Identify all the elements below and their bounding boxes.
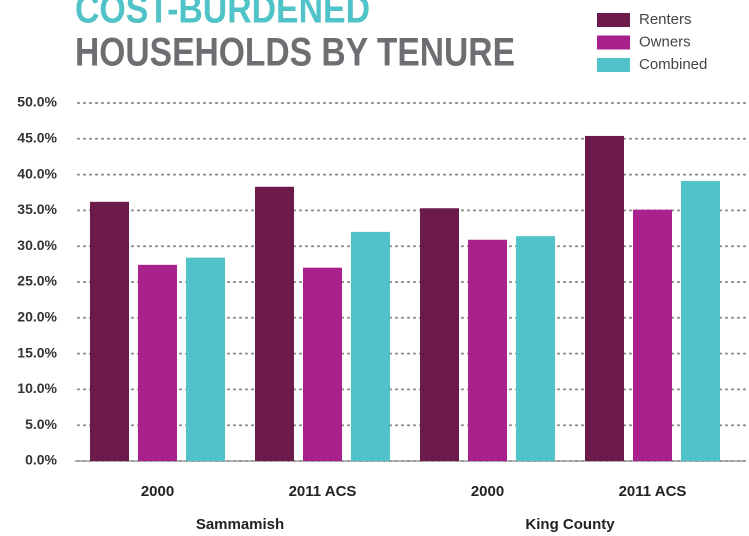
x-tick-label: 2000 xyxy=(471,483,504,500)
y-tick-label: 0.0% xyxy=(25,452,57,468)
legend-label: Combined xyxy=(639,56,707,73)
x-tick-label: 2000 xyxy=(141,483,174,500)
y-tick-label: 50.0% xyxy=(17,94,57,110)
bar xyxy=(138,264,177,461)
bar xyxy=(681,181,720,461)
group-label: King County xyxy=(525,516,615,533)
bar xyxy=(633,209,672,461)
legend-swatch xyxy=(597,13,630,27)
y-tick-label: 5.0% xyxy=(25,416,57,432)
bar xyxy=(303,267,342,461)
legend-swatch xyxy=(597,35,630,50)
y-tick-label: 45.0% xyxy=(17,130,57,146)
y-tick-label: 30.0% xyxy=(17,237,57,253)
legend-swatch xyxy=(597,58,630,72)
x-tick-label: 2011 ACS xyxy=(619,483,687,500)
y-tick-label: 20.0% xyxy=(17,309,57,325)
chart-title: HOUSEHOLDS BY TENURE xyxy=(75,31,515,75)
y-tick-label: 40.0% xyxy=(17,165,57,181)
bar xyxy=(186,257,225,461)
group-label: Sammamish xyxy=(196,516,284,533)
x-tick-label: 2011 ACS xyxy=(289,483,357,500)
bar xyxy=(351,231,390,461)
chart-title: COST-BURDENED xyxy=(75,0,370,32)
y-tick-label: 25.0% xyxy=(17,273,57,289)
legend-label: Owners xyxy=(639,33,691,50)
bar xyxy=(516,236,555,461)
legend-label: Renters xyxy=(639,11,692,28)
y-tick-label: 15.0% xyxy=(17,344,57,360)
bar xyxy=(255,186,294,461)
bar xyxy=(420,208,459,461)
bar xyxy=(585,135,624,461)
y-tick-label: 35.0% xyxy=(17,201,57,217)
bar xyxy=(468,239,507,461)
y-tick-label: 10.0% xyxy=(17,380,57,396)
bar xyxy=(90,201,129,462)
